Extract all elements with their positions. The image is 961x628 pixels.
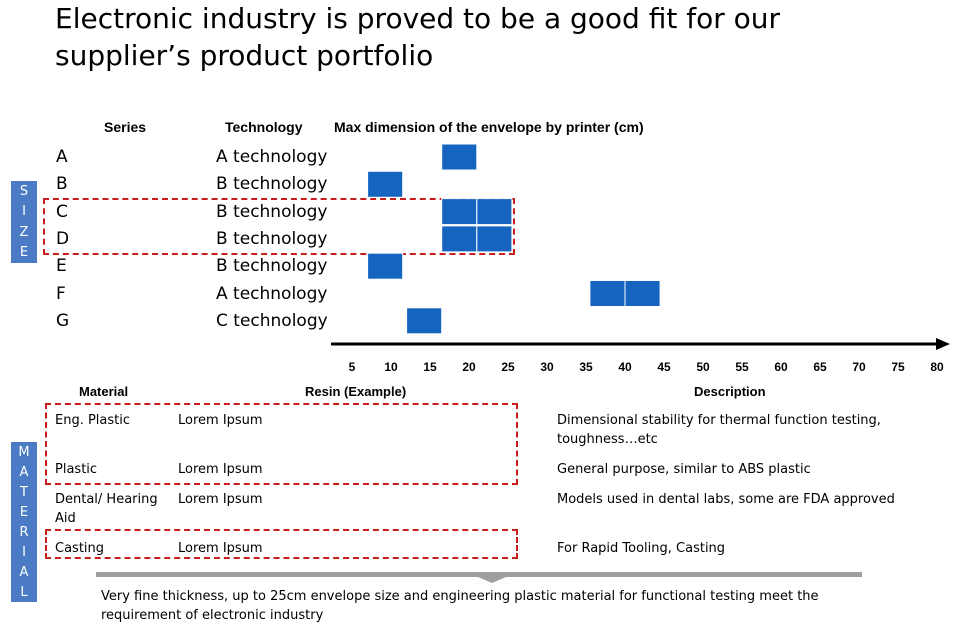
- header-technology: Technology: [225, 119, 303, 135]
- header-material: Material: [79, 384, 129, 399]
- material-label-letter: E: [19, 504, 29, 520]
- conclusion-divider: [96, 572, 862, 583]
- technology-label: C technology: [216, 310, 328, 331]
- x-tick-label: 40: [618, 360, 632, 374]
- envelope-bar: [441, 198, 478, 226]
- technology-label: B technology: [216, 201, 328, 222]
- x-tick-label: 50: [696, 360, 710, 374]
- series-label: D: [56, 228, 70, 249]
- size-label-letter: S: [19, 183, 29, 199]
- series-label: C: [56, 201, 68, 222]
- envelope-bar: [406, 307, 443, 335]
- x-axis-arrow-icon: [936, 338, 950, 350]
- material-label-letter: A: [19, 564, 29, 580]
- x-axis-ticks-group: 5 10 15 20 25 30 35 40 45 50 55 60 65 70 75 80: [349, 360, 944, 374]
- header-series: Series: [104, 119, 147, 135]
- x-tick-label: 80: [930, 360, 944, 374]
- technology-label: B technology: [216, 174, 328, 195]
- material-label-letter: M: [18, 444, 30, 460]
- technology-label: B technology: [216, 228, 328, 249]
- x-tick-label: 70: [852, 360, 866, 374]
- size-label-letter: Z: [19, 224, 29, 240]
- envelope-bar: [441, 225, 478, 253]
- resin-plastic: Lorem Ipsum: [178, 462, 263, 477]
- technology-label: A technology: [216, 147, 328, 167]
- material-label-letter: L: [20, 584, 28, 600]
- material-label-letter: R: [19, 524, 29, 540]
- envelope-bar: [476, 225, 513, 253]
- x-tick-label: 20: [462, 360, 476, 374]
- envelope-bar: [367, 170, 404, 198]
- material-highlight-box-casting: [45, 529, 518, 559]
- series-label: E: [56, 256, 67, 277]
- x-tick-label: 60: [774, 360, 788, 374]
- series-label: B: [56, 174, 68, 195]
- technology-label: B technology: [216, 256, 328, 277]
- x-tick-label: 10: [384, 360, 398, 374]
- envelope-bar: [476, 198, 513, 226]
- resin-eng-plastic: Lorem Ipsum: [178, 413, 263, 428]
- x-tick-label: 75: [891, 360, 905, 374]
- envelope-bar: [624, 280, 661, 307]
- size-label-letter: E: [19, 245, 29, 261]
- material-highlight-box-plastics: [45, 403, 518, 485]
- envelope-bar: [441, 143, 478, 171]
- x-tick-label: 5: [349, 360, 356, 374]
- x-tick-label: 45: [657, 360, 671, 374]
- x-tick-label: 15: [423, 360, 437, 374]
- technology-label: A technology: [216, 283, 328, 304]
- description-dental: Models used in dental labs, some are FDA…: [557, 492, 895, 507]
- header-chart-title: Max dimension of the envelope by printer…: [334, 119, 644, 135]
- material-label-letter: A: [19, 464, 29, 480]
- material-name-eng-plastic: Eng. Plastic: [55, 413, 131, 428]
- series-label: F: [56, 283, 66, 304]
- envelope-bar: [589, 280, 626, 307]
- series-label: A: [56, 147, 68, 167]
- x-tick-label: 55: [735, 360, 749, 374]
- x-tick-label: 30: [540, 360, 554, 374]
- envelope-bar: [367, 252, 404, 280]
- description-eng-plastic: Dimensional stability for thermal functi…: [557, 413, 881, 447]
- material-name-dental: Dental/ Hearing Aid: [55, 492, 158, 526]
- description-casting: For Rapid Tooling, Casting: [557, 541, 726, 556]
- material-label-letter: T: [20, 484, 28, 500]
- page-title-line-1: Electronic industry is proved to be a go…: [55, 2, 781, 35]
- size-label-letter: I: [22, 204, 26, 220]
- resin-dental: Lorem Ipsum: [178, 492, 263, 507]
- size-vertical-label: S I Z E: [11, 181, 37, 263]
- x-tick-label: 25: [501, 360, 515, 374]
- material-name-casting: Casting: [55, 541, 105, 556]
- description-plastic: General purpose, similar to ABS plastic: [557, 462, 811, 477]
- chart-blocks-group: [367, 143, 661, 335]
- header-description: Description: [694, 384, 766, 399]
- conclusion-text: Very fine thickness, up to 25cm envelope…: [101, 589, 819, 623]
- header-resin: Resin (Example): [305, 384, 407, 399]
- page-title-line-2: supplier’s product portfolio: [55, 39, 434, 72]
- material-vertical-label: M A T E R I A L: [11, 442, 37, 602]
- material-name-plastic: Plastic: [55, 462, 98, 477]
- x-tick-label: 65: [813, 360, 827, 374]
- resin-casting: Lorem Ipsum: [178, 541, 263, 556]
- x-tick-label: 35: [579, 360, 593, 374]
- series-label: G: [56, 310, 70, 331]
- size-highlight-box: [43, 198, 515, 255]
- material-label-letter: I: [22, 544, 26, 560]
